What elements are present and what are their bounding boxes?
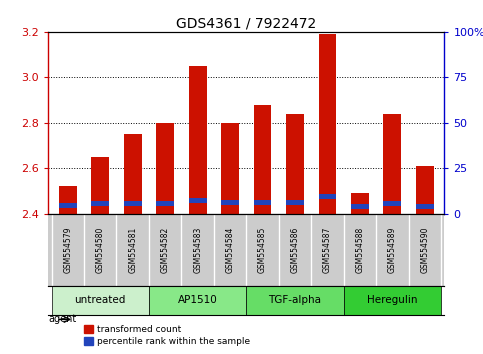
Bar xyxy=(189,66,207,213)
Bar xyxy=(189,198,207,204)
Bar xyxy=(221,200,239,205)
Text: AP1510: AP1510 xyxy=(178,296,217,306)
Text: GSM554586: GSM554586 xyxy=(291,227,299,273)
Bar xyxy=(124,134,142,213)
Text: TGF-alpha: TGF-alpha xyxy=(269,296,322,306)
Title: GDS4361 / 7922472: GDS4361 / 7922472 xyxy=(176,17,316,31)
Bar xyxy=(246,286,344,315)
Bar xyxy=(416,204,434,209)
Bar xyxy=(221,123,239,213)
Bar xyxy=(319,194,337,199)
Bar xyxy=(286,114,304,213)
Text: GSM554581: GSM554581 xyxy=(128,227,137,273)
Bar xyxy=(351,204,369,209)
Bar xyxy=(149,286,246,315)
Text: GSM554585: GSM554585 xyxy=(258,227,267,273)
Bar xyxy=(384,114,401,213)
Text: GSM554590: GSM554590 xyxy=(420,227,429,273)
Bar xyxy=(52,286,149,315)
Text: untreated: untreated xyxy=(74,296,126,306)
Text: GSM554587: GSM554587 xyxy=(323,227,332,273)
Bar xyxy=(416,166,434,213)
Bar xyxy=(91,157,109,213)
Text: agent: agent xyxy=(48,314,76,325)
Bar xyxy=(351,193,369,213)
Bar xyxy=(59,186,77,213)
Text: GSM554583: GSM554583 xyxy=(193,227,202,273)
Legend: transformed count, percentile rank within the sample: transformed count, percentile rank withi… xyxy=(81,322,254,350)
Text: GSM554579: GSM554579 xyxy=(63,227,72,273)
Bar xyxy=(156,123,174,213)
Bar xyxy=(254,104,271,213)
Bar xyxy=(124,201,142,206)
Text: GSM554584: GSM554584 xyxy=(226,227,235,273)
Bar xyxy=(319,34,337,213)
Text: Heregulin: Heregulin xyxy=(367,296,418,306)
Text: GSM554588: GSM554588 xyxy=(355,227,365,273)
Text: GSM554580: GSM554580 xyxy=(96,227,105,273)
Bar xyxy=(286,200,304,205)
Bar xyxy=(59,203,77,208)
Text: GSM554589: GSM554589 xyxy=(388,227,397,273)
Bar xyxy=(384,201,401,206)
Bar xyxy=(91,201,109,206)
Bar xyxy=(254,200,271,205)
Bar xyxy=(156,201,174,206)
Text: GSM554582: GSM554582 xyxy=(161,227,170,273)
Bar xyxy=(344,286,441,315)
